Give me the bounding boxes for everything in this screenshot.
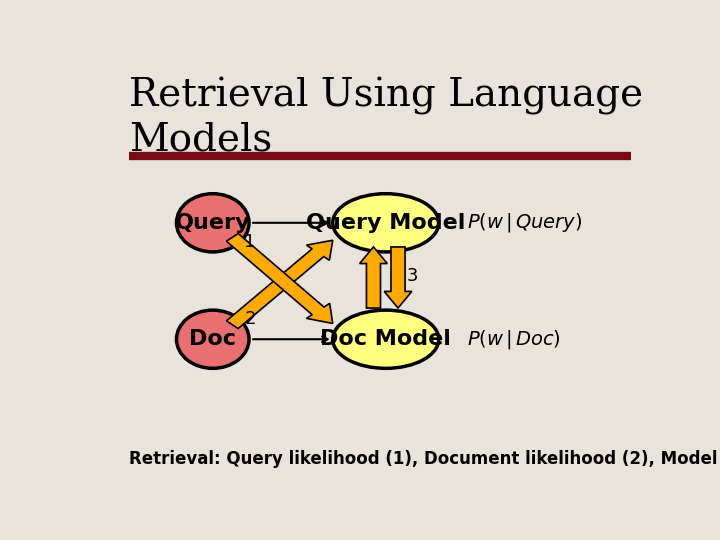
Ellipse shape <box>333 310 438 368</box>
Text: Doc Model: Doc Model <box>320 329 451 349</box>
Ellipse shape <box>333 194 438 252</box>
FancyArrow shape <box>226 233 333 323</box>
Text: Query: Query <box>175 213 251 233</box>
Text: 3: 3 <box>407 267 418 285</box>
Text: 2: 2 <box>244 310 256 328</box>
Ellipse shape <box>176 194 249 252</box>
FancyArrow shape <box>384 247 412 308</box>
Text: Retrieval: Query likelihood (1), Document likelihood (2), Model comparison (3): Retrieval: Query likelihood (1), Documen… <box>129 450 720 468</box>
Text: 1: 1 <box>245 233 256 251</box>
Text: Doc: Doc <box>189 329 236 349</box>
FancyArrow shape <box>360 247 387 308</box>
Text: $P(w\,|\,Doc)$: $P(w\,|\,Doc)$ <box>467 328 560 350</box>
FancyArrow shape <box>227 240 333 328</box>
Ellipse shape <box>176 310 249 368</box>
Text: $P(w\,|\,Query)$: $P(w\,|\,Query)$ <box>467 211 582 234</box>
Text: Retrieval Using Language
Models: Retrieval Using Language Models <box>129 77 643 158</box>
Text: Query Model: Query Model <box>306 213 465 233</box>
